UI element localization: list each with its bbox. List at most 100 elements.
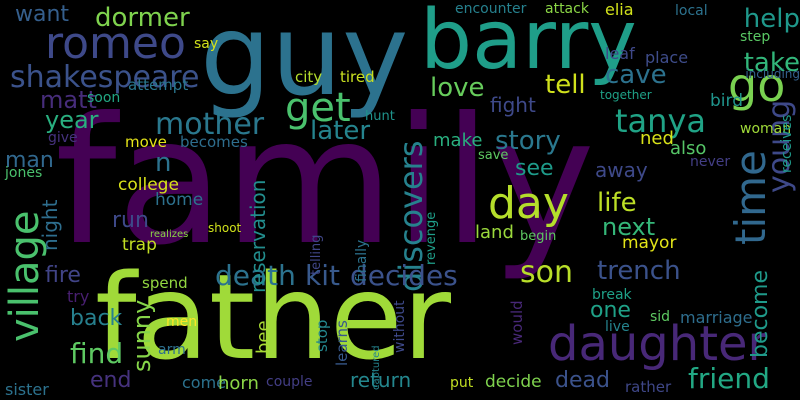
word-37: n: [155, 148, 172, 178]
word-75: marriage: [680, 308, 753, 327]
word-84: decide: [485, 372, 542, 392]
word-11: shakespeare: [10, 60, 200, 95]
word-66: encounter: [455, 1, 527, 17]
word-26: help: [743, 4, 800, 34]
word-7: go: [728, 58, 786, 112]
word-107: together: [600, 88, 652, 102]
word-90: stop: [313, 319, 331, 352]
word-91: learns: [333, 320, 351, 366]
word-34: matt: [40, 86, 97, 114]
word-4: daughter: [548, 316, 768, 372]
word-103: telling: [309, 234, 324, 275]
word-5: romeo: [45, 18, 186, 69]
word-2: guy: [200, 0, 409, 121]
word-29: tell: [545, 70, 586, 100]
word-40: back: [70, 306, 123, 331]
word-83: put: [450, 375, 474, 391]
word-32: life: [597, 188, 637, 218]
word-109: captured: [371, 345, 382, 390]
word-96: soon: [87, 90, 121, 106]
word-74: receives: [779, 114, 795, 173]
word-6: get: [285, 85, 351, 131]
word-50: night: [38, 199, 62, 251]
word-41: end: [90, 368, 132, 393]
word-39: fire: [45, 263, 81, 288]
word-57: make: [433, 130, 483, 151]
word-13: mother: [155, 107, 265, 142]
word-102: revenge: [424, 211, 439, 265]
word-42: dead: [555, 368, 610, 393]
word-78: break: [592, 287, 632, 303]
word-48: see: [515, 156, 554, 181]
word-61: attempt: [128, 76, 189, 94]
word-1: father: [95, 248, 452, 386]
word-25: want: [15, 2, 70, 27]
word-65: place: [645, 48, 689, 67]
word-69: local: [675, 3, 708, 19]
word-80: come: [182, 373, 227, 392]
word-105: without: [392, 300, 408, 353]
word-82: couple: [266, 374, 313, 390]
word-108: hunt: [365, 109, 395, 124]
word-99: say: [194, 36, 219, 52]
word-89: bee: [253, 320, 274, 354]
word-38: run: [112, 208, 149, 233]
word-3: barry: [420, 0, 637, 88]
word-77: live: [605, 319, 630, 335]
word-30: love: [430, 73, 485, 103]
word-71: including: [745, 67, 800, 81]
word-110: realizes: [150, 229, 189, 240]
word-63: tired: [340, 68, 375, 86]
word-27: take: [743, 48, 800, 78]
word-106: begin: [520, 229, 557, 244]
word-73: never: [690, 154, 731, 170]
word-54: mayor: [622, 233, 677, 253]
word-36: man: [5, 148, 54, 173]
word-18: kit: [305, 259, 340, 292]
word-28: cave: [605, 60, 667, 90]
word-55: land: [475, 222, 514, 243]
word-101: save: [478, 148, 509, 163]
word-46: reservation: [246, 179, 270, 293]
word-59: also: [670, 138, 707, 159]
word-67: attack: [545, 1, 589, 17]
word-31: story: [495, 126, 561, 156]
word-22: trench: [597, 256, 681, 286]
word-97: move: [125, 133, 167, 151]
word-20: find: [70, 337, 124, 370]
word-70: step: [740, 29, 771, 45]
word-19: decides: [350, 259, 458, 292]
word-43: return: [350, 368, 412, 392]
word-51: college: [118, 175, 179, 195]
word-86: spend: [142, 274, 188, 292]
word-98: becomes: [180, 133, 248, 151]
word-47: fight: [490, 93, 536, 117]
word-12: tanya: [615, 102, 706, 140]
word-17: death: [215, 259, 296, 292]
word-0: family: [55, 81, 596, 284]
word-52: home: [155, 190, 204, 210]
word-53: trap: [122, 235, 157, 255]
word-93: try: [67, 287, 90, 306]
word-85: rather: [625, 378, 672, 396]
word-16: son: [520, 255, 573, 290]
word-35: year: [45, 106, 99, 134]
word-88: men: [166, 314, 198, 330]
word-81: horn: [218, 373, 259, 394]
word-60: bird: [710, 91, 743, 111]
word-104: finally: [354, 239, 370, 282]
word-64: leaf: [605, 44, 635, 63]
word-49: one: [590, 298, 631, 323]
word-100: shoot: [208, 221, 242, 235]
word-24: dormer: [95, 3, 190, 33]
word-94: jones: [5, 165, 43, 181]
word-87: arm: [158, 342, 186, 358]
word-68: elia: [605, 0, 634, 19]
word-92: would: [508, 300, 526, 345]
word-23: later: [310, 116, 371, 146]
word-58: ned: [640, 128, 674, 149]
word-76: sid: [650, 309, 671, 325]
word-95: give: [48, 130, 78, 146]
word-62: city: [295, 68, 323, 86]
